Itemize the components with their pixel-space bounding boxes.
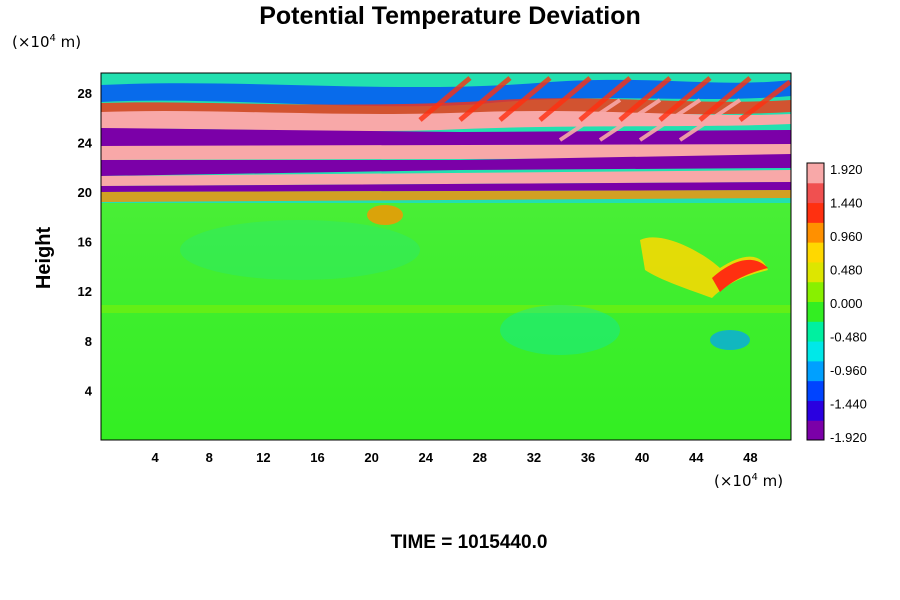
colorbar-tick-label: 1.440: [830, 196, 863, 211]
colorbar-segment: [807, 281, 824, 302]
colorbar-tick-label: -1.920: [830, 430, 867, 445]
colorbar-segment: [807, 420, 824, 441]
x-tick-label: 4: [152, 450, 160, 465]
warm-band: [101, 144, 791, 160]
colorbar-ticks: 1.920 1.440 0.960 0.480 0.000 -0.480 -0.960 -1.…: [830, 162, 867, 445]
x-tick-label: 16: [310, 450, 324, 465]
x-tick-label: 44: [689, 450, 704, 465]
colorbar-tick-label: -0.960: [830, 363, 867, 378]
colorbar-segment: [807, 341, 824, 362]
x-tick-label: 32: [527, 450, 541, 465]
colorbar-segment: [807, 261, 824, 283]
colorbar-tick-label: -0.480: [830, 330, 867, 345]
y-axis-label: Height: [33, 227, 55, 290]
warm-plume: [640, 237, 768, 298]
cold-band: [101, 154, 791, 176]
warm-plume-core: [712, 259, 768, 292]
colorbar-tick-label: 0.960: [830, 229, 863, 244]
colorbar-segment: [807, 360, 824, 382]
colorbar-tick-label: 1.920: [830, 162, 863, 177]
gravity-wave-streaks: [418, 76, 791, 122]
cold-spot: [710, 330, 750, 350]
colorbar-segment: [807, 380, 824, 401]
y-tick-label: 8: [85, 334, 92, 349]
colorbar-segment: [807, 321, 824, 342]
x-tick-label: 12: [256, 450, 270, 465]
chart-title: Potential Temperature Deviation: [259, 2, 641, 30]
y-tick-label: 12: [78, 284, 92, 299]
colorbar-frame: [806, 162, 825, 441]
x-axis-ticks: 4 8 12 16 20 24 28 32 36 40 44 48: [152, 450, 758, 465]
time-label: TIME = 1015440.0: [390, 532, 548, 553]
cool-patch: [180, 220, 420, 280]
cool-patch: [500, 305, 620, 355]
x-tick-label: 20: [364, 450, 378, 465]
colorbar-segment: [807, 301, 824, 322]
y-tick-label: 24: [78, 135, 93, 150]
colorbar-tick-label: 0.480: [830, 263, 863, 278]
x-tick-label: 40: [635, 450, 649, 465]
colorbar-segment: [807, 222, 824, 243]
colorbar-segment: [807, 163, 824, 184]
x-tick-label: 28: [473, 450, 487, 465]
x-tick-label: 8: [206, 450, 213, 465]
y-axis-unit: (×104 m): [12, 33, 82, 51]
colorbar-segment: [807, 400, 824, 421]
cold-band: [101, 182, 791, 192]
y-tick-label: 4: [85, 383, 93, 398]
colorbar-segment: [807, 242, 824, 263]
y-tick-label: 28: [78, 86, 92, 101]
warm-band: [101, 190, 791, 202]
colorbar-tick-label: -1.440: [830, 397, 867, 412]
warm-band: [101, 170, 791, 186]
heatmap-plot-area: [101, 73, 791, 440]
x-tick-label: 48: [743, 450, 757, 465]
y-tick-label: 16: [78, 235, 92, 250]
plot-frame: [100, 72, 792, 441]
gravity-wave-streaks: [558, 98, 742, 142]
x-tick-label: 36: [581, 450, 595, 465]
x-tick-label: 24: [418, 450, 433, 465]
y-tick-label: 20: [78, 185, 92, 200]
tropopause-warm-line: [101, 305, 791, 313]
y-axis-ticks: 4 8 12 16 20 24 28: [78, 86, 93, 399]
colorbar-segment: [807, 182, 824, 204]
colorbar-segment: [807, 202, 824, 223]
colorbar-tick-label: 0.000: [830, 296, 863, 311]
x-axis-unit: (×104 m): [714, 472, 784, 490]
colorbar: [806, 162, 825, 441]
warm-spot: [367, 205, 403, 225]
